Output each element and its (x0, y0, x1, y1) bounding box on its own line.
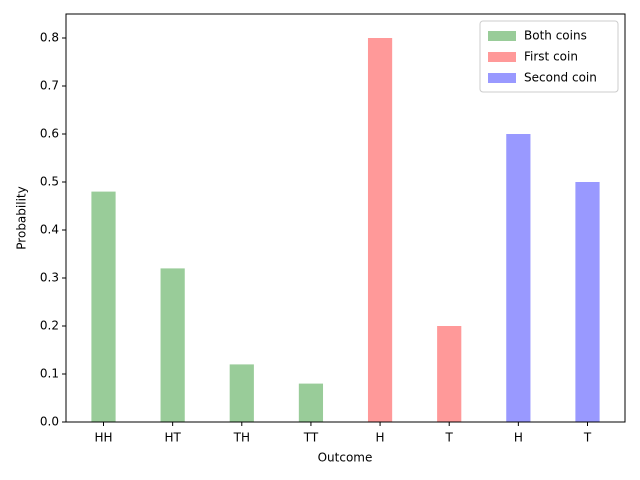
y-tick-label: 0.3 (40, 271, 59, 285)
legend-swatch (488, 52, 516, 62)
bar (91, 191, 116, 422)
legend-label: Second coin (524, 71, 597, 85)
bar (298, 383, 324, 422)
x-tick-label: TT (303, 431, 319, 445)
legend-swatch (488, 73, 516, 83)
y-tick-label: 0.8 (40, 31, 59, 45)
legend-swatch (488, 31, 516, 41)
x-tick-label: TH (233, 431, 250, 445)
plot-frame (65, 13, 626, 423)
y-tick-label: 0.5 (40, 175, 59, 189)
bar (367, 38, 393, 422)
x-tick-label: H (376, 431, 385, 445)
x-tick-label: T (583, 431, 592, 445)
legend-label: First coin (524, 50, 578, 64)
y-tick-label: 0.0 (40, 415, 59, 429)
y-tick-label: 0.1 (40, 367, 59, 381)
x-tick-label: HT (164, 431, 181, 445)
bar (229, 364, 254, 422)
y-axis-label: Probability (15, 186, 29, 249)
y-tick-label: 0.7 (40, 79, 59, 93)
y-tick-label: 0.4 (40, 223, 59, 237)
bar (437, 326, 462, 422)
y-tick-label: 0.6 (40, 127, 59, 141)
x-tick-label: HH (94, 431, 112, 445)
x-tick-label: H (514, 431, 523, 445)
bar (160, 268, 185, 422)
bar (506, 134, 531, 422)
bar (575, 182, 600, 422)
legend-label: Both coins (524, 29, 587, 43)
y-tick-label: 0.2 (40, 319, 59, 333)
x-axis-label: Outcome (318, 451, 373, 465)
x-tick-label: T (445, 431, 454, 445)
